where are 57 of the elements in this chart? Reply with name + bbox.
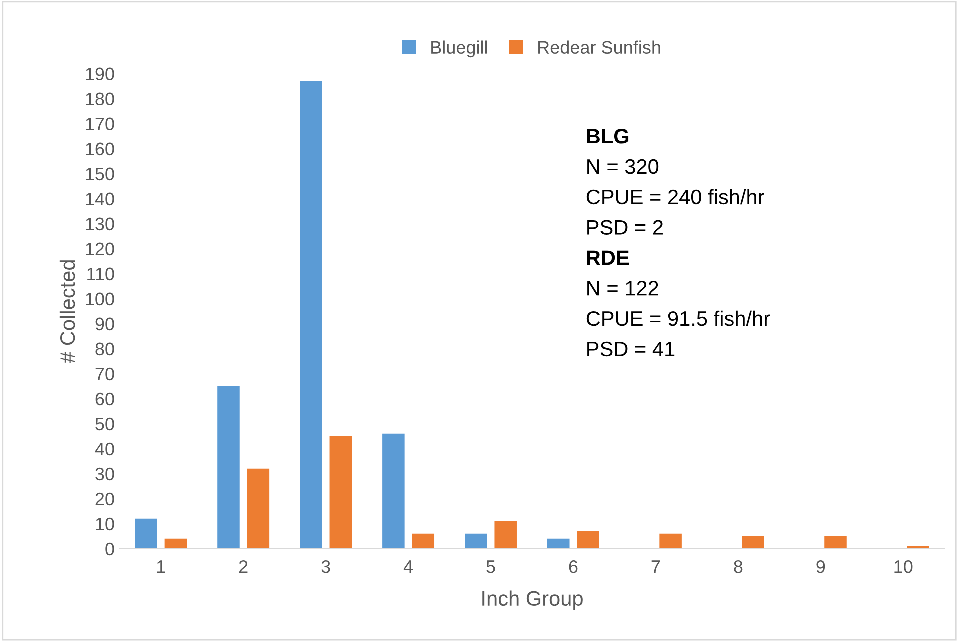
- bar: [742, 536, 764, 549]
- y-tick-label: 40: [95, 442, 114, 456]
- y-tick-label: 70: [96, 368, 114, 381]
- bar: [465, 534, 488, 549]
- bar: [330, 436, 352, 549]
- annotation: N = 320: [588, 159, 659, 174]
- bar: [135, 518, 158, 549]
- y-tick-label: 150: [86, 168, 114, 181]
- x-tick-label: 2: [239, 560, 248, 574]
- y-tick-label: 30: [96, 468, 114, 481]
- y-tick-label: 0: [106, 542, 114, 556]
- x-tick-label: 6: [569, 560, 578, 574]
- y-tick-label: 180: [86, 92, 114, 106]
- y-tick-label: 170: [86, 118, 114, 131]
- x-tick-label: 8: [734, 560, 743, 574]
- x-tick-label: 7: [652, 560, 660, 574]
- x-tick-label: 10: [894, 560, 913, 574]
- bar: [548, 538, 570, 549]
- x-tick-label: 5: [486, 560, 496, 574]
- bar: [382, 434, 405, 549]
- y-axis-title: # Collected: [60, 260, 76, 364]
- bar: [577, 531, 600, 549]
- bar: [412, 534, 435, 549]
- y-tick-label: 90: [96, 318, 114, 331]
- y-tick-label: 10: [96, 518, 114, 531]
- annotation: PSD = 2: [588, 220, 663, 235]
- y-tick-label: 80: [96, 342, 114, 356]
- y-tick-label: 120: [86, 242, 114, 256]
- annotation: RDE: [587, 250, 630, 266]
- bar: [247, 468, 270, 549]
- y-tick-label: 60: [96, 392, 114, 406]
- legend-label: Redear Sunfish: [538, 40, 660, 54]
- annotation: N = 122: [588, 281, 658, 296]
- annotation: PSD = 41: [588, 342, 675, 357]
- y-tick-label: 50: [96, 418, 114, 431]
- annotation: CPUE = 91.5 fish/hr: [586, 310, 770, 326]
- y-tick-label: 190: [86, 68, 114, 81]
- y-tick-label: 100: [86, 292, 114, 306]
- y-tick-label: 110: [88, 268, 114, 281]
- x-tick-label: 3: [322, 560, 330, 574]
- legend-label: Bluegill: [432, 40, 488, 58]
- annotation: BLG: [587, 129, 629, 144]
- bar: [824, 536, 847, 549]
- y-tick-label: 140: [86, 192, 114, 206]
- x-tick-label: 1: [157, 560, 166, 574]
- y-tick-label: 160: [86, 142, 114, 156]
- bar: [164, 538, 188, 549]
- x-tick-label: 4: [404, 560, 414, 574]
- annotation: CPUE = 240 fish/hr: [586, 189, 764, 205]
- x-tick-label: 9: [816, 560, 826, 574]
- x-axis-title: Inch Group: [482, 590, 583, 610]
- y-tick-label: 130: [86, 218, 114, 231]
- y-tick-label: 20: [96, 492, 114, 506]
- bar: [218, 386, 240, 549]
- bar: [494, 521, 517, 549]
- bar: [660, 534, 682, 549]
- bar: [300, 81, 322, 549]
